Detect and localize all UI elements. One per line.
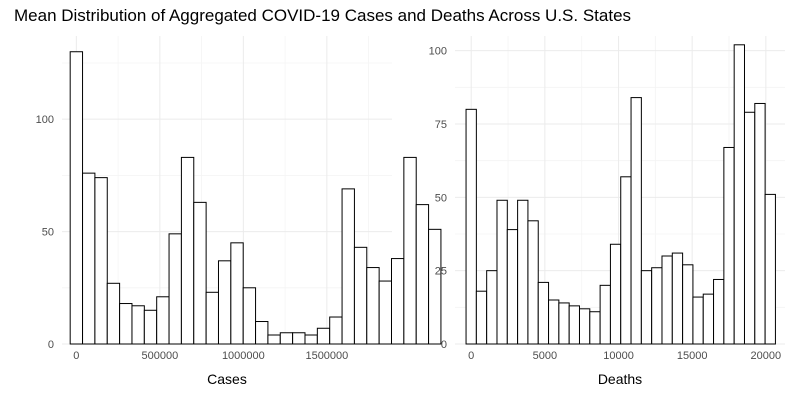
- cases-x-tick-label: 1500000: [305, 350, 348, 362]
- deaths-bar: [578, 308, 591, 345]
- cases-bar: [180, 156, 195, 345]
- cases-bar: [131, 305, 145, 345]
- deaths-bar: [537, 281, 550, 345]
- deaths-bar: [496, 199, 508, 345]
- deaths-bar: [764, 193, 776, 345]
- cases-bar: [267, 334, 281, 345]
- cases-bar: [94, 177, 108, 345]
- deaths-bar: [671, 252, 684, 345]
- cases-bar: [329, 316, 343, 345]
- deaths-bar: [743, 111, 756, 345]
- cases-bar: [292, 332, 306, 345]
- cases-bar: [143, 309, 158, 345]
- deaths-bar: [475, 290, 488, 345]
- cases-bar: [428, 228, 442, 345]
- deaths-bar: [713, 278, 725, 345]
- cases-bar: [69, 51, 84, 345]
- cases-bar: [217, 260, 232, 345]
- cases-bar: [230, 242, 244, 345]
- deaths-bar: [733, 44, 745, 345]
- deaths-bar: [682, 264, 694, 345]
- deaths-bar: [702, 293, 715, 345]
- deaths-bar: [486, 270, 498, 345]
- deaths-bar: [661, 255, 673, 345]
- deaths-bar: [692, 296, 704, 345]
- cases-bar: [168, 233, 182, 345]
- cases-bar: [403, 156, 417, 345]
- deaths-bar: [558, 302, 570, 345]
- deaths-y-tick-label: 25: [435, 266, 447, 278]
- cases-bar: [366, 267, 380, 345]
- deaths-bar: [651, 267, 663, 345]
- cases-bar: [106, 282, 121, 345]
- cases-bar: [390, 258, 405, 345]
- cases-bar: [378, 280, 392, 345]
- cases-x-tick-label: 0: [73, 350, 79, 362]
- deaths-x-tick-label: 10000: [603, 350, 634, 362]
- deaths-bar: [630, 97, 642, 345]
- cases-bar: [205, 291, 219, 345]
- cases-x-tick-label: 500000: [142, 350, 179, 362]
- cases-y-tick-label: 0: [48, 339, 54, 351]
- cases-x-axis-title: Cases: [207, 371, 247, 387]
- deaths-x-axis-title: Deaths: [598, 371, 642, 387]
- deaths-bar: [506, 229, 519, 345]
- cases-x-tick-label: 1000000: [222, 350, 265, 362]
- deaths-bar: [620, 176, 632, 345]
- cases-bar: [82, 172, 96, 345]
- cases-bar: [255, 321, 269, 345]
- cases-bar: [304, 334, 318, 345]
- deaths-x-tick-label: 20000: [751, 350, 782, 362]
- deaths-bar: [548, 299, 560, 345]
- cases-bar: [341, 188, 355, 345]
- cases-bar: [316, 327, 331, 345]
- deaths-bar: [599, 284, 611, 345]
- deaths-bar: [754, 102, 766, 345]
- cases-bar: [242, 287, 257, 345]
- cases-bar: [193, 201, 207, 345]
- cases-y-tick-label: 100: [36, 114, 54, 126]
- deaths-bar: [517, 199, 529, 345]
- cases-bar: [353, 246, 368, 345]
- cases-bar: [156, 296, 170, 345]
- deaths-bar: [589, 311, 601, 345]
- cases-bar: [279, 332, 294, 345]
- deaths-bar: [465, 108, 477, 345]
- deaths-bar: [609, 243, 622, 345]
- cases-bar: [415, 204, 430, 345]
- deaths-y-tick-label: 100: [429, 46, 447, 58]
- deaths-x-tick-label: 15000: [677, 350, 708, 362]
- deaths-y-tick-label: 75: [435, 119, 447, 131]
- cases-bar: [119, 303, 133, 345]
- deaths-bar: [640, 270, 653, 345]
- deaths-y-tick-label: 50: [435, 192, 447, 204]
- figure-title: Mean Distribution of Aggregated COVID-19…: [14, 6, 632, 25]
- deaths-x-tick-label: 0: [468, 350, 474, 362]
- deaths-bar: [568, 305, 580, 345]
- deaths-y-tick-label: 0: [441, 339, 447, 351]
- deaths-bar: [527, 220, 539, 345]
- cases-y-tick-label: 50: [42, 227, 54, 239]
- deaths-x-tick-label: 5000: [533, 350, 557, 362]
- deaths-bar: [723, 146, 735, 345]
